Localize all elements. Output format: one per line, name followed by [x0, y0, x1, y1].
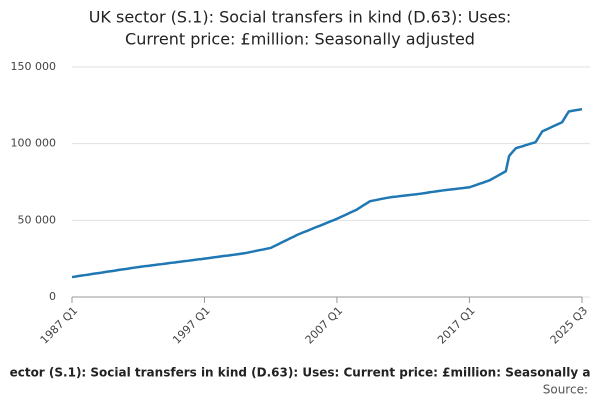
- chart-title: UK sector (S.1): Social transfers in kin…: [89, 8, 512, 27]
- footer-title: ector (S.1): Social transfers in kind (D…: [10, 366, 591, 380]
- y-tick-label: 100 000: [11, 137, 57, 150]
- x-tick-label: 1987 Q1: [38, 304, 81, 347]
- y-tick-label: 0: [49, 290, 56, 303]
- y-tick-label: 150 000: [11, 60, 57, 73]
- x-tick-label: 1997 Q1: [170, 304, 213, 347]
- data-line: [71, 107, 583, 279]
- source: Source:: [543, 383, 588, 397]
- x-tick-label: 2017 Q1: [435, 304, 478, 347]
- chart-title: Current price: £million: Seasonally adju…: [125, 30, 475, 49]
- x-tick-label: 2007 Q1: [303, 304, 346, 347]
- y-tick-label: 50 000: [18, 213, 57, 226]
- x-tick-label: 2025 Q3: [548, 304, 591, 347]
